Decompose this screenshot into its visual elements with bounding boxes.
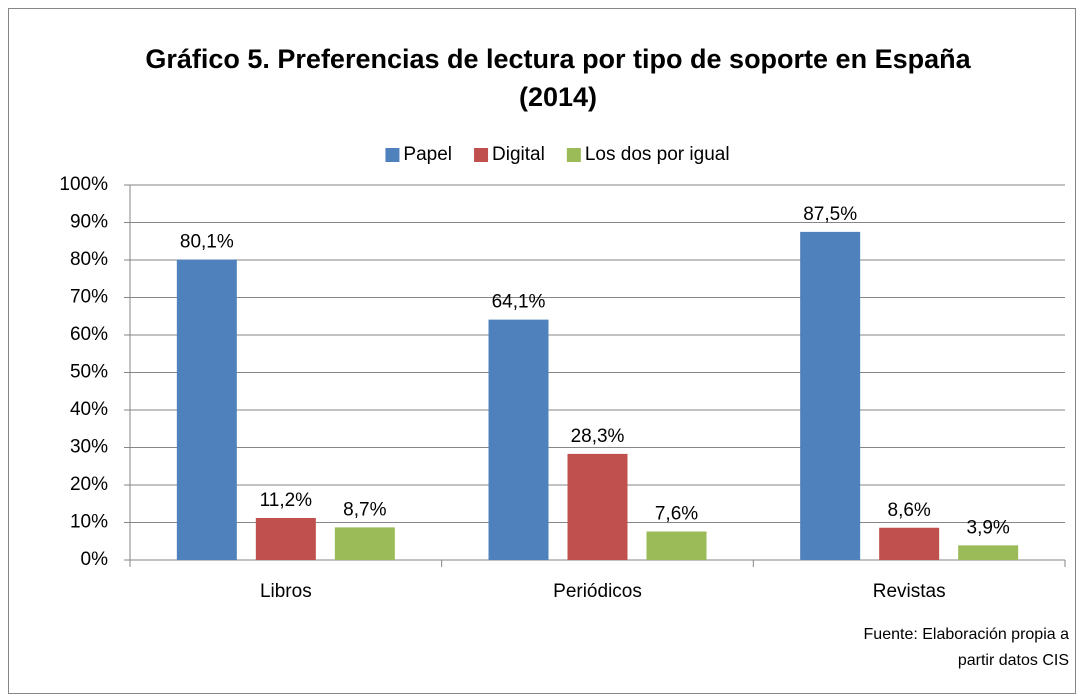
y-tick-label: 60% bbox=[70, 324, 108, 345]
bar bbox=[646, 531, 707, 560]
bar bbox=[255, 518, 316, 560]
bar bbox=[958, 545, 1019, 560]
y-tick-label: 50% bbox=[70, 362, 108, 383]
chart-frame bbox=[8, 8, 1076, 694]
x-tick-label: Revistas bbox=[873, 581, 946, 602]
y-tick-label: 0% bbox=[81, 549, 109, 570]
data-label: 87,5% bbox=[803, 204, 857, 225]
y-tick-label: 100% bbox=[59, 174, 108, 195]
y-tick-label: 70% bbox=[70, 287, 108, 308]
y-tick-label: 10% bbox=[70, 512, 108, 533]
source-note: Fuente: Elaboración propia a partir dato… bbox=[863, 626, 1069, 669]
bar bbox=[800, 231, 861, 560]
data-label: 8,6% bbox=[888, 500, 931, 521]
legend-swatch bbox=[474, 148, 489, 162]
bar bbox=[488, 319, 549, 560]
legend-swatch bbox=[566, 148, 581, 162]
y-tick-label: 30% bbox=[70, 437, 108, 458]
chart-title: Gráfico 5. Preferencias de lectura por t… bbox=[145, 44, 971, 112]
legend-label: Los dos por igual bbox=[585, 144, 730, 165]
legend-swatch bbox=[385, 148, 400, 162]
data-label: 11,2% bbox=[260, 490, 313, 511]
data-label: 8,7% bbox=[343, 499, 386, 520]
data-label: 7,6% bbox=[655, 504, 698, 525]
bar bbox=[176, 259, 237, 560]
legend-label: Papel bbox=[403, 144, 452, 165]
x-tick-label: Periódicos bbox=[553, 581, 642, 602]
data-label: 28,3% bbox=[571, 426, 625, 447]
data-label: 3,9% bbox=[967, 517, 1010, 538]
bar bbox=[334, 527, 395, 560]
data-label: 64,1% bbox=[492, 292, 546, 313]
y-tick-label: 40% bbox=[70, 399, 108, 420]
legend-label: Digital bbox=[492, 144, 545, 165]
y-tick-label: 90% bbox=[70, 212, 108, 233]
y-tick-label: 80% bbox=[70, 249, 108, 270]
y-tick-label: 20% bbox=[70, 474, 108, 495]
bar bbox=[879, 527, 940, 560]
x-tick-label: Libros bbox=[260, 581, 312, 602]
bar bbox=[567, 453, 628, 560]
data-label: 80,1% bbox=[180, 232, 234, 253]
